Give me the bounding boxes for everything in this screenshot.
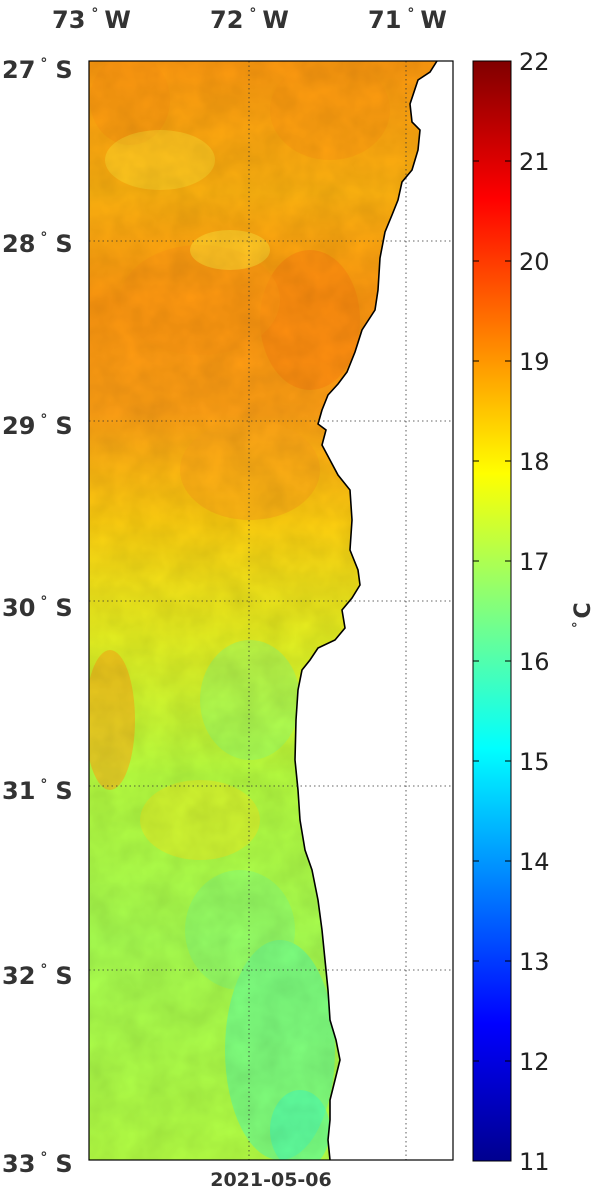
colorbar-tick-label: 11 xyxy=(519,1148,550,1176)
map-frame xyxy=(88,60,454,1161)
coastline xyxy=(294,60,438,1161)
lon-label-71: 71 ° W xyxy=(368,6,447,34)
graticule xyxy=(89,61,453,1160)
colorbar-tick-label: 12 xyxy=(519,1048,550,1076)
date-label: 2021-05-06 xyxy=(210,1169,332,1188)
colorbar-tick-label: 14 xyxy=(519,848,550,876)
longitude-labels: 73 ° W 72 ° W 71 ° W xyxy=(52,6,447,34)
lat-label-32: 32 ° S xyxy=(2,962,73,990)
colorbar-ticks: 22 21 20 19 18 17 16 15 14 13 12 11 xyxy=(473,48,550,1176)
colorbar xyxy=(473,61,511,1161)
lat-label-29: 29 ° S xyxy=(2,412,73,440)
lat-label-31: 31 ° S xyxy=(2,777,73,805)
colorbar-tick-label: 19 xyxy=(519,348,550,376)
lat-label-27: 27 ° S xyxy=(2,56,73,84)
colorbar-tick-label: 18 xyxy=(519,448,550,476)
colorbar-tick-label: 16 xyxy=(519,648,550,676)
colorbar-tick-label: 15 xyxy=(519,748,550,776)
lon-label-73: 73 ° W xyxy=(52,6,131,34)
latitude-labels: 27 ° S 28 ° S 29 ° S 30 ° S 31 ° S 32 ° S 33 ° S xyxy=(2,56,73,1178)
colorbar-tick-label: 20 xyxy=(519,248,550,276)
lat-label-28: 28 ° S xyxy=(2,230,73,258)
colorbar-unit: °C xyxy=(571,602,593,628)
colorbar-tick-label: 17 xyxy=(519,548,550,576)
lat-label-30: 30 ° S xyxy=(2,594,73,622)
colorbar-tick-label: 21 xyxy=(519,148,550,176)
lat-label-33: 33 ° S xyxy=(2,1150,73,1178)
lon-label-72: 72 ° W xyxy=(210,6,289,34)
colorbar-frame xyxy=(472,60,512,1162)
colorbar-tick-label: 22 xyxy=(519,48,550,76)
colorbar-tick-label: 13 xyxy=(519,948,550,976)
